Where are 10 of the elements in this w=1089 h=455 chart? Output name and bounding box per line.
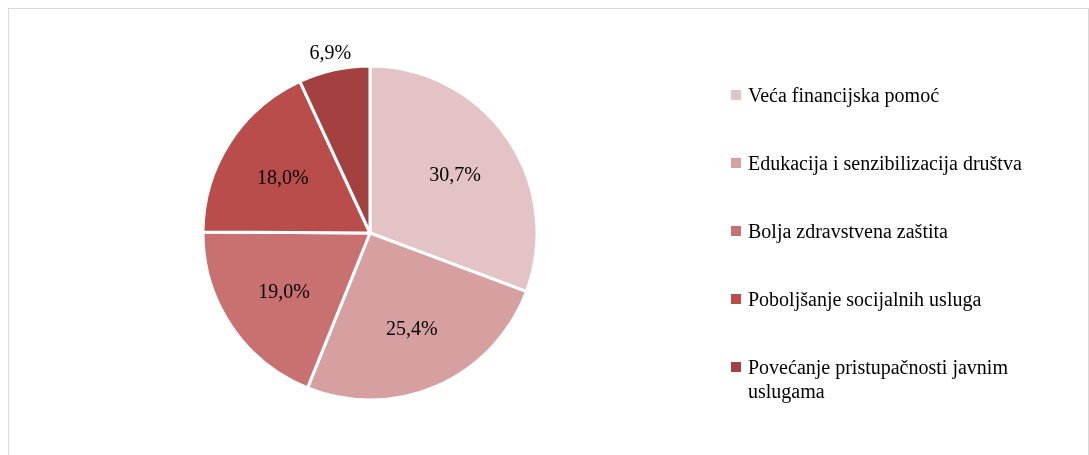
legend-label: Bolja zdravstvena zaštita <box>748 220 949 243</box>
legend-label: Edukacija i senzibilizacija društva <box>748 152 1022 175</box>
data-label: 18,0% <box>257 165 309 188</box>
legend-label: Poboljšanje socijalnih usluga <box>748 288 982 311</box>
legend-label: Povećanje pristupačnosti javnim uslugama <box>748 356 1009 403</box>
data-label: 25,4% <box>385 316 438 339</box>
data-label: 19,0% <box>258 279 310 302</box>
data-label: 6,9% <box>309 41 352 64</box>
data-label: 30,7% <box>429 163 481 185</box>
legend-label: Veća financijska pomoć <box>748 84 940 107</box>
